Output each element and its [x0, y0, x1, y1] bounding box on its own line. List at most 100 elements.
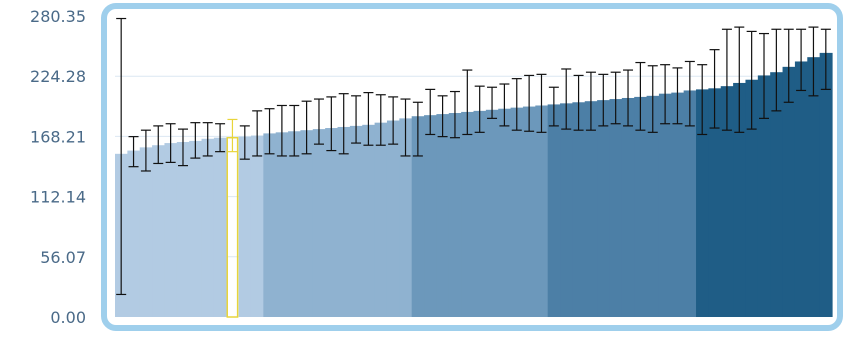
error-bar — [239, 125, 250, 160]
bar — [794, 61, 808, 317]
error-bar — [301, 100, 312, 155]
error-bar — [351, 95, 362, 144]
error-bar — [610, 71, 621, 125]
error-bar — [721, 28, 732, 131]
bar — [819, 52, 833, 317]
error-bar — [684, 60, 695, 127]
error-bar — [116, 17, 127, 296]
y-tick-label: 0.00 — [50, 308, 86, 327]
bar — [609, 99, 623, 317]
error-bar — [660, 64, 671, 125]
bar — [572, 102, 586, 317]
error-bar — [313, 98, 324, 145]
error-bar — [746, 30, 757, 130]
error-bar — [388, 96, 399, 145]
bar — [448, 113, 462, 317]
y-axis-tick-labels: 0.00 56.07 112.14 168.21 224.28 280.35 — [30, 7, 86, 327]
error-bar — [289, 104, 300, 157]
error-bar — [140, 129, 151, 172]
error-bar — [338, 93, 349, 155]
error-bar — [820, 28, 831, 90]
bar — [671, 92, 685, 317]
error-bar — [264, 108, 275, 155]
y-tick-label: 56.07 — [40, 248, 86, 267]
bar — [152, 145, 166, 317]
error-bar — [598, 73, 609, 127]
bar — [238, 136, 252, 317]
error-bar — [276, 104, 287, 157]
error-bar — [449, 90, 460, 139]
error-bar — [585, 71, 596, 131]
bar — [597, 100, 611, 318]
error-bar — [548, 86, 559, 127]
error-bar — [647, 65, 658, 133]
y-tick-label: 280.35 — [30, 7, 86, 26]
bar — [399, 118, 413, 317]
bar — [535, 105, 549, 318]
bar — [164, 143, 178, 317]
error-bar — [796, 28, 807, 92]
bar — [213, 137, 227, 317]
bar — [621, 97, 635, 317]
error-bar — [499, 83, 510, 127]
error-bar — [623, 69, 634, 127]
bar — [807, 57, 821, 318]
bar — [696, 89, 709, 317]
y-tick-label: 224.28 — [30, 67, 86, 86]
bar — [288, 131, 302, 317]
bar — [510, 107, 524, 317]
error-bar — [734, 26, 745, 133]
bar — [757, 75, 771, 317]
bar — [720, 86, 734, 317]
error-bar — [771, 28, 782, 112]
error-bar — [783, 28, 794, 103]
bar — [584, 101, 598, 317]
bar — [646, 95, 660, 317]
error-bar — [697, 64, 708, 136]
bar — [733, 82, 747, 318]
bar — [485, 109, 499, 317]
bar — [312, 129, 326, 317]
bar — [300, 130, 314, 317]
bar — [263, 133, 277, 317]
error-bar — [437, 95, 448, 138]
error-bar — [511, 78, 522, 131]
bar — [275, 132, 289, 317]
bar — [424, 115, 438, 317]
error-bar — [573, 74, 584, 131]
error-bar — [326, 96, 337, 152]
y-tick-label: 168.21 — [30, 127, 86, 146]
bar — [782, 66, 796, 317]
bar — [522, 106, 536, 317]
bar — [189, 140, 203, 317]
y-tick-label: 112.14 — [30, 188, 86, 207]
bar — [139, 147, 153, 317]
error-bar — [759, 32, 770, 119]
error-bar — [177, 128, 188, 167]
error-bar — [412, 101, 423, 157]
error-bar — [487, 86, 498, 119]
bar — [498, 108, 512, 318]
error-bar — [808, 26, 819, 97]
error-bar — [474, 85, 485, 133]
bar — [560, 103, 573, 317]
error-bar — [536, 73, 547, 133]
bar — [349, 125, 363, 317]
bar — [436, 114, 450, 318]
error-bar — [153, 125, 164, 165]
error-bar — [165, 123, 176, 163]
bar — [325, 128, 339, 317]
error-bar — [425, 88, 436, 136]
error-bar — [375, 94, 386, 146]
error-bar — [561, 68, 572, 130]
error-bar — [227, 118, 238, 153]
bar — [547, 104, 561, 317]
bar — [461, 111, 475, 317]
error-bar — [215, 123, 226, 153]
bar — [411, 116, 425, 317]
bar — [250, 135, 264, 317]
bar — [374, 122, 388, 318]
error-bar — [462, 69, 473, 136]
